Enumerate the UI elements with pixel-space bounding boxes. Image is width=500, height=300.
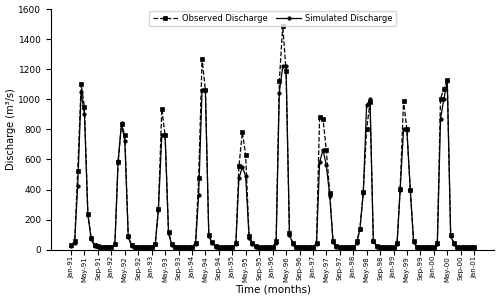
X-axis label: Time (months): Time (months) xyxy=(235,284,311,294)
Line: Observed Discharge: Observed Discharge xyxy=(70,24,476,249)
Legend: Observed Discharge, Simulated Discharge: Observed Discharge, Simulated Discharge xyxy=(150,11,396,26)
Line: Simulated Discharge: Simulated Discharge xyxy=(70,64,476,250)
Y-axis label: Discharge (m³/s): Discharge (m³/s) xyxy=(6,88,16,170)
